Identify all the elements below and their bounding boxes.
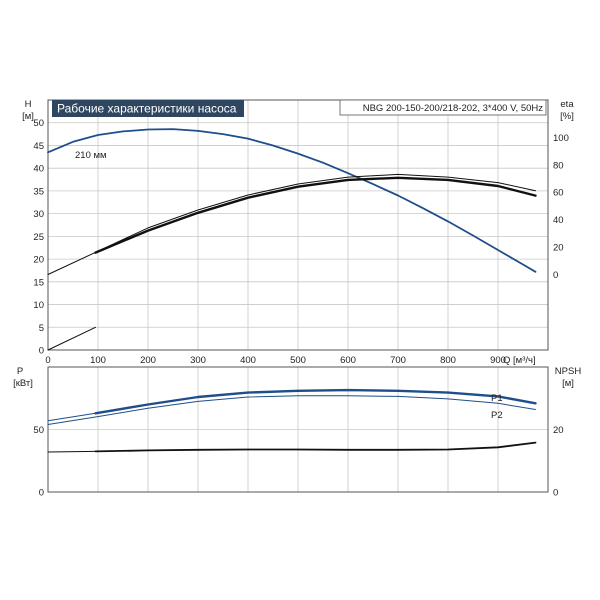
top-grid [48, 100, 548, 350]
y-left-tick-label: 40 [33, 164, 44, 175]
y-axis-right-label-top: eta [560, 99, 574, 110]
y-right-tick-label: 0 [553, 488, 558, 499]
y-right-tick-label: 100 [553, 133, 569, 144]
y-axis-right-label-bottom: NPSH [555, 366, 582, 377]
y-left-tick-label: 45 [33, 141, 44, 152]
y-left-tick-label: 50 [33, 425, 44, 436]
top-series-line-0 [47, 128, 537, 273]
top-series-line-3 [47, 326, 96, 351]
x-tick-label: 600 [340, 355, 356, 366]
y-left-tick-label: 35 [33, 186, 44, 197]
y-left-tick-label: 20 [33, 255, 44, 266]
title-box [52, 100, 244, 117]
bottom-grid [48, 367, 548, 492]
x-tick-label: 100 [90, 355, 106, 366]
y-axis-left-unit-bottom: [кВт] [13, 378, 33, 389]
bottom-series-line-1 [94, 388, 537, 415]
y-left-tick-label: 25 [33, 232, 44, 243]
y-right-tick-label: 0 [553, 270, 558, 281]
y-left-tick-label: 5 [39, 323, 44, 334]
top-series-line-1 [47, 173, 536, 275]
x-tick-label: 900 [490, 355, 506, 366]
bottom-tick-labels: 0 50 0 20 [33, 425, 563, 499]
top-plot-frame [47, 99, 549, 351]
y-left-tick-label: 0 [39, 488, 44, 499]
top-plot: Рабочие характеристики насоса NBG 200-15… [22, 99, 574, 366]
bottom-series-line-2 [47, 395, 536, 425]
bottom-series [47, 388, 537, 453]
info-box [339, 99, 547, 116]
y-left-tick-label: 15 [33, 277, 44, 288]
x-tick-label: 0 [45, 355, 50, 366]
chart-title: Рабочие характеристики насоса [57, 102, 237, 116]
y-axis-right-unit-bottom: [м] [562, 378, 574, 389]
x-tick-label: 700 [390, 355, 406, 366]
y-right-tick-label: 20 [553, 425, 564, 436]
y-axis-left-unit-top: [м] [22, 111, 34, 122]
y-left-tick-label: 30 [33, 209, 44, 220]
bottom-plot-frame [47, 366, 549, 493]
x-tick-label: 200 [140, 355, 156, 366]
bottom-plot: P [кВт] NPSH [м] 0 50 0 20 P1 P2 [13, 366, 581, 499]
y-axis-left-label-top: H [25, 99, 32, 110]
bottom-series-line-3 [47, 450, 96, 453]
top-series [47, 128, 537, 351]
y-right-tick-label: 60 [553, 188, 564, 199]
x-tick-label: 800 [440, 355, 456, 366]
top-series-line-2 [94, 176, 537, 254]
y-left-tick-label: 0 [39, 346, 44, 357]
y-axis-right-unit-top: [%] [560, 111, 574, 122]
y-right-tick-label: 40 [553, 215, 564, 226]
p1-label: P1 [491, 393, 503, 404]
y-left-tick-label: 50 [33, 118, 44, 129]
y-left-tick-label: 10 [33, 300, 44, 311]
y-right-tick-label: 20 [553, 243, 564, 254]
bottom-series-line-0 [47, 412, 96, 422]
x-tick-label: 500 [290, 355, 306, 366]
impeller-diameter-annotation: 210 мм [75, 150, 107, 161]
bottom-series-line-4 [94, 441, 537, 453]
y-axis-left-label-bottom: P [17, 366, 23, 377]
x-axis-label: Q [м³/ч] [503, 355, 536, 366]
pump-info: NBG 200-150-200/218-202, 3*400 V, 50Hz [363, 103, 544, 114]
y-right-tick-label: 80 [553, 160, 564, 171]
top-tick-labels: 0 100 200 300 400 500 600 700 800 900051015202530… [33, 118, 568, 366]
p2-label: P2 [491, 410, 503, 421]
x-tick-label: 400 [240, 355, 256, 366]
x-tick-label: 300 [190, 355, 206, 366]
